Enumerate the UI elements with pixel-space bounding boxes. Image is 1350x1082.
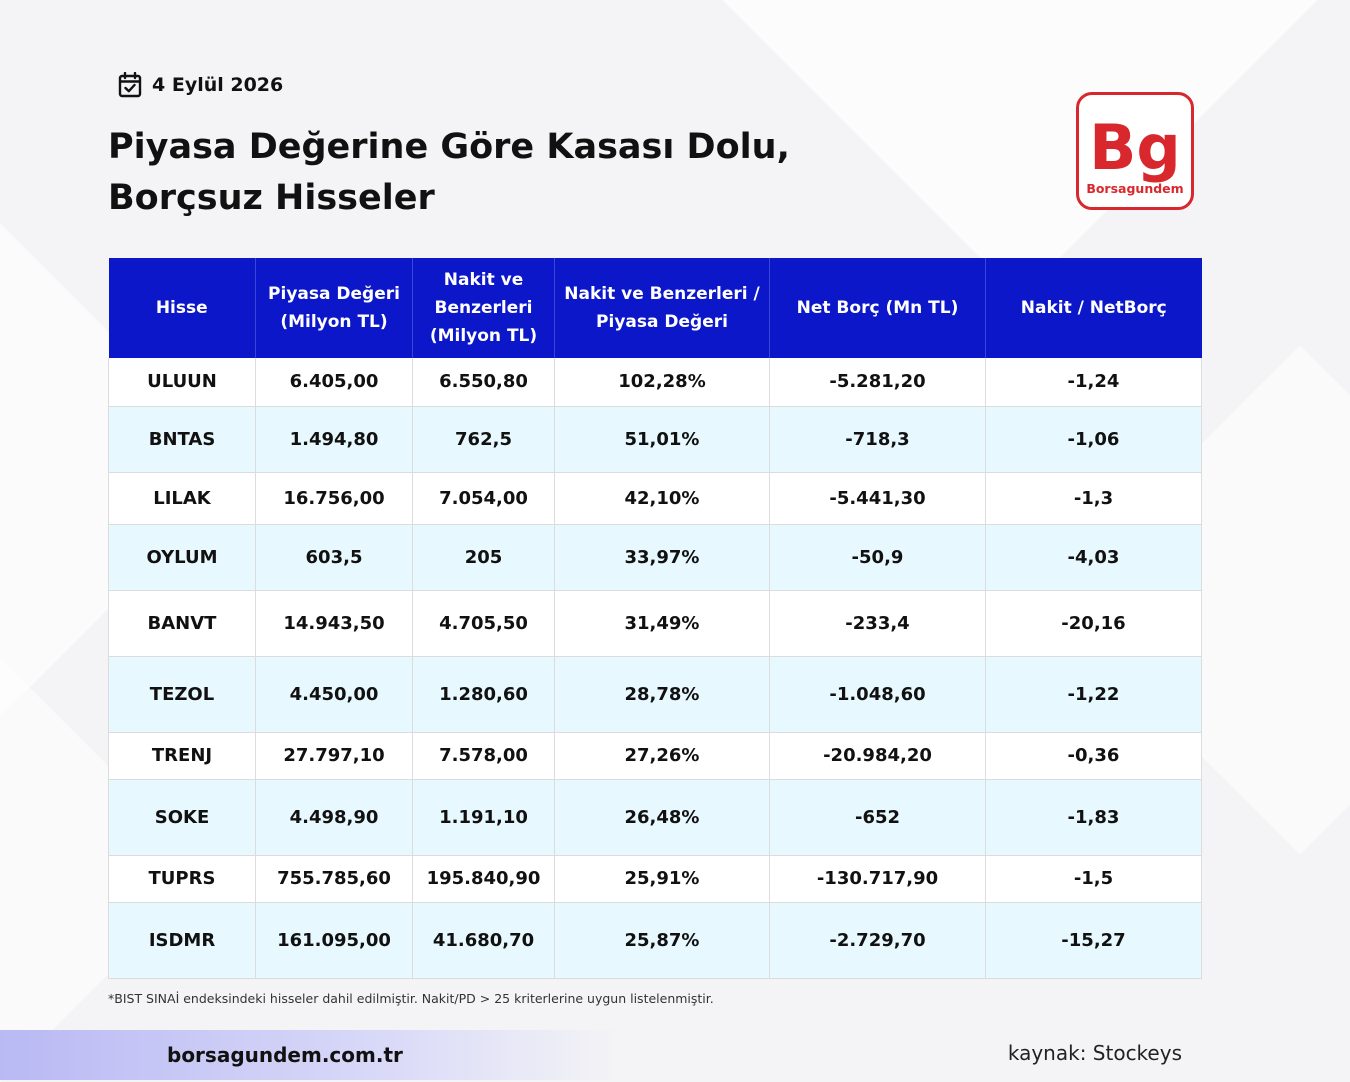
- cell-market-value: 14.943,50: [255, 590, 413, 657]
- table-row: SOKE 4.498,90 1.191,10 26,48% -652 -1,83: [108, 779, 1202, 856]
- cell-market-value: 6.405,00: [255, 358, 413, 407]
- column-header-hisse: Hisse: [108, 258, 256, 358]
- cell-cash-ratio: 25,87%: [554, 902, 770, 979]
- table-row: TRENJ 27.797,10 7.578,00 27,26% -20.984,…: [108, 732, 1202, 780]
- title-line-2: Borçsuz Hisseler: [108, 178, 435, 218]
- cell-cash: 1.280,60: [412, 656, 555, 733]
- cell-net-debt: -233,4: [769, 590, 986, 657]
- table-row: ULUUN 6.405,00 6.550,80 102,28% -5.281,2…: [108, 358, 1202, 407]
- stocks-table: Hisse Piyasa Değeri (Milyon TL) Nakit ve…: [108, 258, 1202, 979]
- cell-market-value: 1.494,80: [255, 406, 413, 473]
- cell-net-debt: -130.717,90: [769, 855, 986, 903]
- cell-cash-netdebt: -1,3: [985, 472, 1202, 525]
- cell-cash-netdebt: -15,27: [985, 902, 1202, 979]
- cell-cash: 4.705,50: [412, 590, 555, 657]
- table-row: TEZOL 4.450,00 1.280,60 28,78% -1.048,60…: [108, 656, 1202, 733]
- cell-cash-ratio: 28,78%: [554, 656, 770, 733]
- calendar-check-icon: [118, 72, 142, 98]
- report-date: 4 Eylül 2026: [152, 74, 284, 96]
- date-row: 4 Eylül 2026: [118, 72, 283, 98]
- website-link[interactable]: borsagundem.com.tr: [167, 1043, 403, 1067]
- cell-ticker: OYLUM: [108, 524, 256, 591]
- column-header-nakit-pd: Nakit ve Benzerleri / Piyasa Değeri: [554, 258, 770, 358]
- logo-text: Borsagundem: [1086, 181, 1183, 196]
- cell-cash: 6.550,80: [412, 358, 555, 407]
- column-header-nakit: Nakit ve Benzerleri (Milyon TL): [412, 258, 555, 358]
- cell-net-debt: -20.984,20: [769, 732, 986, 780]
- cell-net-debt: -718,3: [769, 406, 986, 473]
- cell-cash-ratio: 102,28%: [554, 358, 770, 407]
- column-header-nakit-netborc: Nakit / NetBorç: [985, 258, 1202, 358]
- table-row: ISDMR 161.095,00 41.680,70 25,87% -2.729…: [108, 902, 1202, 979]
- cell-cash-netdebt: -1,24: [985, 358, 1202, 407]
- logo-mark: Bg: [1089, 111, 1181, 184]
- cell-net-debt: -1.048,60: [769, 656, 986, 733]
- cell-ticker: TEZOL: [108, 656, 256, 733]
- cell-market-value: 4.450,00: [255, 656, 413, 733]
- table-row: TUPRS 755.785,60 195.840,90 25,91% -130.…: [108, 855, 1202, 903]
- cell-cash: 41.680,70: [412, 902, 555, 979]
- cell-net-debt: -5.441,30: [769, 472, 986, 525]
- cell-ticker: SOKE: [108, 779, 256, 856]
- cell-cash: 1.191,10: [412, 779, 555, 856]
- column-header-piyasa-degeri: Piyasa Değeri (Milyon TL): [255, 258, 413, 358]
- cell-ticker: TUPRS: [108, 855, 256, 903]
- table-row: LILAK 16.756,00 7.054,00 42,10% -5.441,3…: [108, 472, 1202, 525]
- cell-cash: 7.578,00: [412, 732, 555, 780]
- table-row: BNTAS 1.494,80 762,5 51,01% -718,3 -1,06: [108, 406, 1202, 473]
- cell-cash-netdebt: -1,5: [985, 855, 1202, 903]
- cell-cash-ratio: 25,91%: [554, 855, 770, 903]
- cell-cash-netdebt: -1,22: [985, 656, 1202, 733]
- footnote: *BIST SINAİ endeksindeki hisseler dahil …: [108, 991, 714, 1006]
- cell-market-value: 16.756,00: [255, 472, 413, 525]
- page-title: Piyasa Değerine Göre Kasası Dolu, Borçsu…: [108, 122, 868, 224]
- cell-cash-ratio: 42,10%: [554, 472, 770, 525]
- cell-cash: 205: [412, 524, 555, 591]
- cell-cash-netdebt: -4,03: [985, 524, 1202, 591]
- cell-cash-netdebt: -0,36: [985, 732, 1202, 780]
- table-row: BANVT 14.943,50 4.705,50 31,49% -233,4 -…: [108, 590, 1202, 657]
- footer-bar: [0, 1030, 620, 1080]
- cell-market-value: 161.095,00: [255, 902, 413, 979]
- cell-cash-ratio: 27,26%: [554, 732, 770, 780]
- cell-ticker: LILAK: [108, 472, 256, 525]
- cell-cash: 762,5: [412, 406, 555, 473]
- table-row: OYLUM 603,5 205 33,97% -50,9 -4,03: [108, 524, 1202, 591]
- cell-cash: 195.840,90: [412, 855, 555, 903]
- cell-cash-ratio: 31,49%: [554, 590, 770, 657]
- title-line-1: Piyasa Değerine Göre Kasası Dolu,: [108, 127, 790, 167]
- cell-market-value: 4.498,90: [255, 779, 413, 856]
- cell-market-value: 27.797,10: [255, 732, 413, 780]
- cell-net-debt: -50,9: [769, 524, 986, 591]
- table-header-row: Hisse Piyasa Değeri (Milyon TL) Nakit ve…: [108, 258, 1202, 358]
- cell-cash-ratio: 51,01%: [554, 406, 770, 473]
- source-label: kaynak: Stockeys: [1007, 1041, 1182, 1065]
- cell-cash-ratio: 33,97%: [554, 524, 770, 591]
- cell-cash-ratio: 26,48%: [554, 779, 770, 856]
- cell-ticker: ISDMR: [108, 902, 256, 979]
- cell-cash-netdebt: -20,16: [985, 590, 1202, 657]
- cell-net-debt: -2.729,70: [769, 902, 986, 979]
- cell-ticker: ULUUN: [108, 358, 256, 407]
- cell-net-debt: -652: [769, 779, 986, 856]
- cell-cash-netdebt: -1,83: [985, 779, 1202, 856]
- cell-market-value: 755.785,60: [255, 855, 413, 903]
- cell-net-debt: -5.281,20: [769, 358, 986, 407]
- brand-logo: Bg Borsagundem: [1076, 92, 1194, 210]
- cell-ticker: BANVT: [108, 590, 256, 657]
- cell-cash-netdebt: -1,06: [985, 406, 1202, 473]
- cell-cash: 7.054,00: [412, 472, 555, 525]
- cell-market-value: 603,5: [255, 524, 413, 591]
- cell-ticker: TRENJ: [108, 732, 256, 780]
- column-header-net-borc: Net Borç (Mn TL): [769, 258, 986, 358]
- cell-ticker: BNTAS: [108, 406, 256, 473]
